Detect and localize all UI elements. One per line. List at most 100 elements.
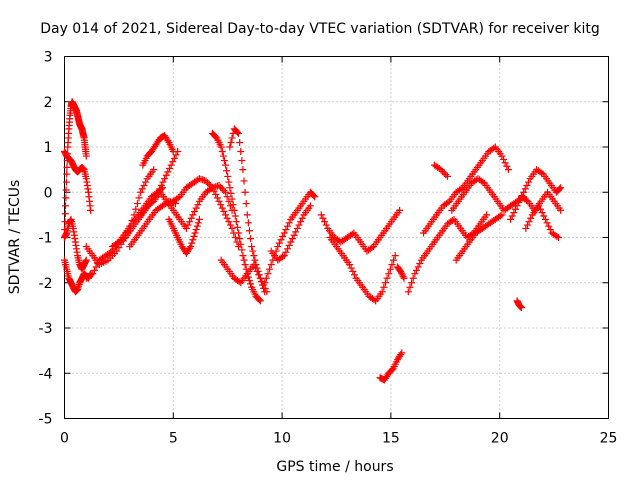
data-point xyxy=(317,211,325,219)
data-point xyxy=(62,202,70,210)
data-point xyxy=(120,235,128,243)
data-point xyxy=(383,274,391,282)
series-arc10 xyxy=(137,181,236,232)
y-tick-label: -4 xyxy=(39,366,53,382)
data-point xyxy=(228,224,236,232)
y-tick-label: -5 xyxy=(39,412,53,428)
data-point xyxy=(496,212,504,220)
data-point xyxy=(167,161,175,169)
data-point xyxy=(282,226,290,234)
data-point xyxy=(207,182,215,190)
data-point xyxy=(251,264,259,272)
data-point xyxy=(295,221,303,229)
data-point xyxy=(188,239,196,247)
data-point xyxy=(159,178,167,186)
series-arc18 xyxy=(317,206,404,255)
data-point xyxy=(285,241,293,249)
y-tick-label: 2 xyxy=(44,95,53,111)
data-point xyxy=(255,296,263,304)
data-point xyxy=(444,198,452,206)
data-point xyxy=(223,167,231,175)
data-point xyxy=(380,283,388,291)
series-arc25 xyxy=(448,175,528,214)
x-axis-label: GPS time / hours xyxy=(276,459,393,475)
data-point xyxy=(245,276,253,284)
data-point xyxy=(525,218,533,226)
data-point xyxy=(319,214,327,222)
data-point xyxy=(243,211,251,219)
data-point xyxy=(233,128,241,136)
data-point xyxy=(217,201,225,209)
data-point xyxy=(90,266,98,274)
data-point xyxy=(523,181,531,189)
data-point xyxy=(397,351,405,359)
data-point xyxy=(279,253,287,261)
series-arc6 xyxy=(82,166,158,269)
data-point xyxy=(545,222,553,230)
data-point xyxy=(215,197,223,205)
data-point xyxy=(554,234,562,241)
data-point xyxy=(174,194,182,202)
data-point xyxy=(386,265,394,273)
data-point xyxy=(504,166,512,174)
data-point xyxy=(213,194,221,202)
data-point xyxy=(249,247,257,255)
data-point xyxy=(228,134,236,142)
data-point xyxy=(228,195,236,203)
chart-title: Day 014 of 2021, Sidereal Day-to-day VTE… xyxy=(40,21,600,37)
data-point xyxy=(285,219,293,227)
data-point xyxy=(279,232,287,240)
data-point xyxy=(541,215,549,223)
data-point xyxy=(412,266,420,274)
data-point xyxy=(498,211,506,219)
y-tick-label: -2 xyxy=(39,276,53,292)
data-point xyxy=(448,217,456,225)
data-point xyxy=(182,224,190,232)
data-point xyxy=(557,184,565,192)
x-tick-label: 15 xyxy=(382,431,400,447)
data-point xyxy=(348,230,356,238)
data-point xyxy=(416,260,424,268)
data-point xyxy=(306,202,314,210)
data-point xyxy=(240,177,248,185)
data-point xyxy=(391,252,399,260)
series-arc26 xyxy=(452,211,506,264)
data-point xyxy=(135,194,143,202)
series-arc28 xyxy=(507,166,565,223)
data-point xyxy=(218,148,226,156)
data-point xyxy=(250,252,258,260)
data-point xyxy=(538,169,546,177)
data-point xyxy=(378,288,386,296)
data-point xyxy=(266,265,274,273)
series-arc4 xyxy=(61,215,90,273)
data-point xyxy=(521,185,529,193)
data-point xyxy=(522,224,530,232)
data-point xyxy=(157,181,165,189)
data-point xyxy=(517,304,525,312)
data-point xyxy=(440,169,448,177)
data-point xyxy=(229,201,237,209)
data-point xyxy=(217,183,225,191)
data-point xyxy=(284,222,292,230)
data-point xyxy=(210,187,218,195)
data-point xyxy=(191,207,199,215)
data-point xyxy=(248,243,256,251)
data-point xyxy=(232,218,240,226)
data-point xyxy=(439,167,447,175)
data-point xyxy=(256,274,264,282)
x-tick-label: 25 xyxy=(600,431,618,447)
data-point xyxy=(250,261,258,269)
data-point xyxy=(310,192,318,200)
data-point xyxy=(162,171,170,179)
data-point xyxy=(527,214,535,222)
series-arc8 xyxy=(139,132,177,169)
data-point xyxy=(409,274,417,282)
data-point xyxy=(237,148,245,156)
data-point xyxy=(513,202,521,210)
series-arc2 xyxy=(61,148,95,214)
data-point xyxy=(245,227,253,235)
data-point xyxy=(164,137,172,145)
data-point xyxy=(137,188,145,196)
data-point xyxy=(237,240,245,248)
